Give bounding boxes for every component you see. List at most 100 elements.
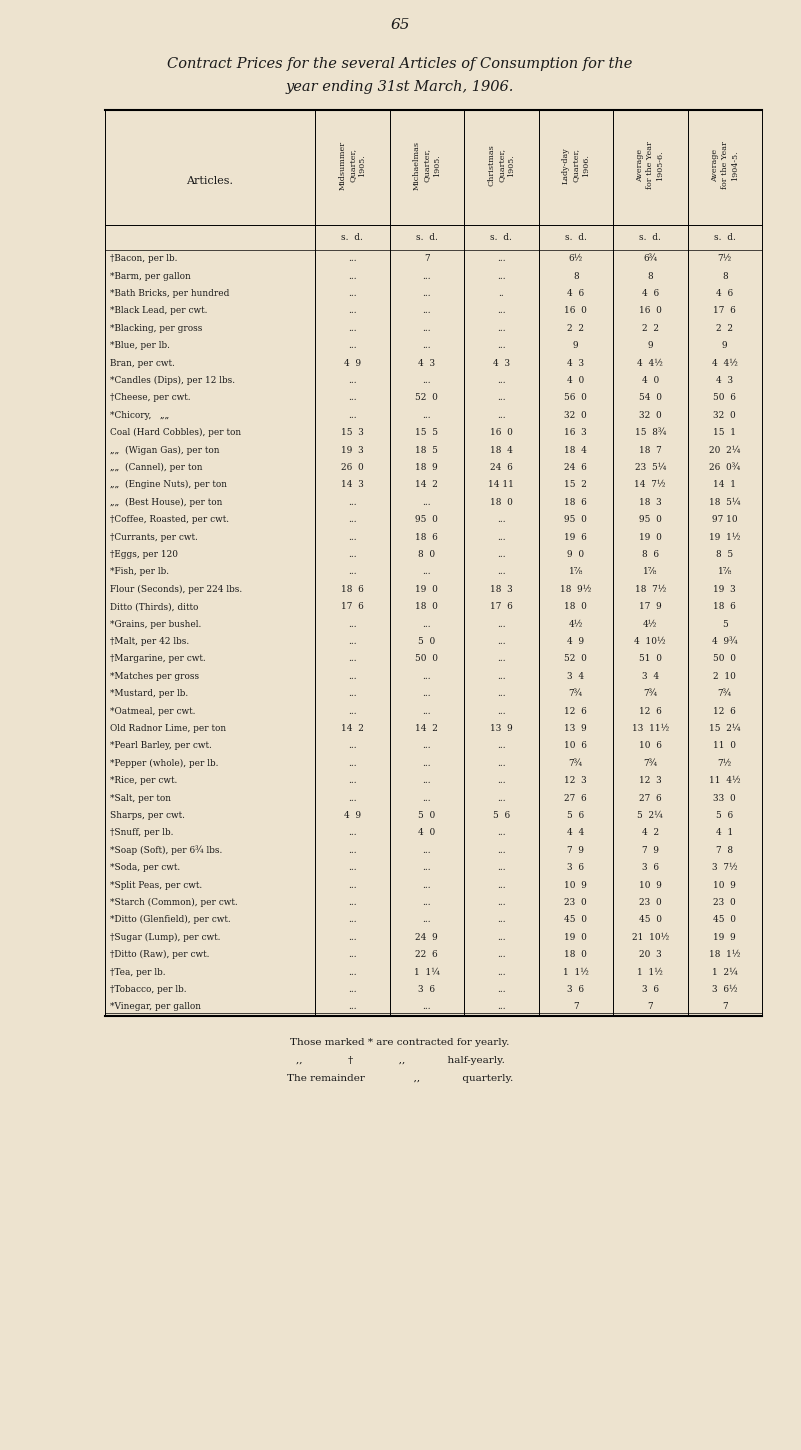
Text: ...: ... <box>348 497 356 507</box>
Text: ...: ... <box>348 671 356 682</box>
Text: 7  9: 7 9 <box>567 845 584 855</box>
Text: ...: ... <box>348 306 356 316</box>
Text: 15  2: 15 2 <box>565 480 587 490</box>
Text: 4  3: 4 3 <box>567 358 584 368</box>
Text: 1⅞: 1⅞ <box>718 567 732 577</box>
Text: ...: ... <box>422 880 431 890</box>
Text: 4  9¾: 4 9¾ <box>712 637 738 647</box>
Text: ...: ... <box>348 637 356 647</box>
Text: 6¾: 6¾ <box>643 254 658 264</box>
Text: 3  7½: 3 7½ <box>712 863 738 873</box>
Text: ...: ... <box>348 880 356 890</box>
Text: „„  (Wigan Gas), per ton: „„ (Wigan Gas), per ton <box>110 445 219 455</box>
Text: 13  9: 13 9 <box>565 724 587 734</box>
Text: 7: 7 <box>722 1002 727 1012</box>
Text: 19  1½: 19 1½ <box>709 532 740 542</box>
Text: 65: 65 <box>390 17 410 32</box>
Text: 2  10: 2 10 <box>714 671 736 682</box>
Text: 24  9: 24 9 <box>416 932 438 942</box>
Text: 9: 9 <box>722 341 727 351</box>
Text: ...: ... <box>348 619 356 629</box>
Text: ...: ... <box>497 1002 505 1012</box>
Text: ...: ... <box>497 950 505 960</box>
Text: 13  9: 13 9 <box>490 724 513 734</box>
Text: 7½: 7½ <box>718 758 732 768</box>
Text: 18  3: 18 3 <box>490 584 513 594</box>
Text: 9  0: 9 0 <box>567 550 584 560</box>
Text: 3  6: 3 6 <box>567 863 584 873</box>
Text: 19  9: 19 9 <box>714 932 736 942</box>
Text: 11  4½: 11 4½ <box>709 776 741 786</box>
Text: 1⅞: 1⅞ <box>569 567 583 577</box>
Text: 10  9: 10 9 <box>565 880 587 890</box>
Text: 14  2: 14 2 <box>340 724 364 734</box>
Text: *Barm, per gallon: *Barm, per gallon <box>110 271 191 281</box>
Text: Old Radnor Lime, per ton: Old Radnor Lime, per ton <box>110 724 226 734</box>
Text: ...: ... <box>422 323 431 334</box>
Text: ...: ... <box>422 497 431 507</box>
Text: 8  5: 8 5 <box>716 550 733 560</box>
Text: ...: ... <box>348 254 356 264</box>
Text: *Mustard, per lb.: *Mustard, per lb. <box>110 689 188 699</box>
Text: ...: ... <box>422 289 431 299</box>
Text: 45  0: 45 0 <box>713 915 736 925</box>
Text: 27  6: 27 6 <box>565 793 587 803</box>
Text: 26  0¾: 26 0¾ <box>709 463 740 473</box>
Text: Midsummer
Quarter,
1905.: Midsummer Quarter, 1905. <box>339 141 366 190</box>
Text: 4  1: 4 1 <box>716 828 734 838</box>
Text: Average
for the Year
1904-5.: Average for the Year 1904-5. <box>711 141 739 188</box>
Text: ...: ... <box>422 741 431 751</box>
Text: *Fish, per lb.: *Fish, per lb. <box>110 567 169 577</box>
Text: 7: 7 <box>573 1002 578 1012</box>
Text: 18  0: 18 0 <box>415 602 438 612</box>
Text: s.  d.: s. d. <box>490 233 512 242</box>
Text: ...: ... <box>348 289 356 299</box>
Text: 14  1: 14 1 <box>713 480 736 490</box>
Text: 1⅞: 1⅞ <box>643 567 658 577</box>
Text: 45  0: 45 0 <box>564 915 587 925</box>
Text: ...: ... <box>348 793 356 803</box>
Text: ...: ... <box>348 323 356 334</box>
Text: 23  5¼: 23 5¼ <box>634 463 666 473</box>
Text: ...: ... <box>422 306 431 316</box>
Text: ...: ... <box>497 793 505 803</box>
Text: †Currants, per cwt.: †Currants, per cwt. <box>110 532 198 542</box>
Text: 14  2: 14 2 <box>415 724 438 734</box>
Text: ...: ... <box>497 741 505 751</box>
Text: 33  0: 33 0 <box>714 793 736 803</box>
Text: 4  4: 4 4 <box>567 828 585 838</box>
Text: ...: ... <box>348 393 356 403</box>
Text: 14 11: 14 11 <box>489 480 514 490</box>
Text: ...: ... <box>348 915 356 925</box>
Text: *Chicory,   „„: *Chicory, „„ <box>110 410 169 420</box>
Text: 18  3: 18 3 <box>639 497 662 507</box>
Text: 3  6: 3 6 <box>418 985 435 995</box>
Text: 8: 8 <box>647 271 653 281</box>
Text: ...: ... <box>497 341 505 351</box>
Text: 4  6: 4 6 <box>567 289 584 299</box>
Text: ...: ... <box>422 776 431 786</box>
Text: *Black Lead, per cwt.: *Black Lead, per cwt. <box>110 306 207 316</box>
Text: 12  3: 12 3 <box>565 776 587 786</box>
Text: ...: ... <box>422 271 431 281</box>
Text: ...: ... <box>348 758 356 768</box>
Text: ...: ... <box>497 671 505 682</box>
Text: ...: ... <box>348 689 356 699</box>
Text: *Grains, per bushel.: *Grains, per bushel. <box>110 619 201 629</box>
Text: Average
for the Year
1905-6.: Average for the Year 1905-6. <box>637 141 664 188</box>
Text: ...: ... <box>422 845 431 855</box>
Text: ...: ... <box>497 898 505 908</box>
Text: 3  4: 3 4 <box>642 671 658 682</box>
Text: 7¾: 7¾ <box>569 758 583 768</box>
Text: 23  0: 23 0 <box>714 898 736 908</box>
Text: s.  d.: s. d. <box>639 233 661 242</box>
Text: 18  6: 18 6 <box>416 532 438 542</box>
Text: 17  9: 17 9 <box>639 602 662 612</box>
Text: 18  5¼: 18 5¼ <box>709 497 740 507</box>
Text: ...: ... <box>348 967 356 977</box>
Text: 7½: 7½ <box>718 254 732 264</box>
Text: 3  6½: 3 6½ <box>712 985 738 995</box>
Text: 7  8: 7 8 <box>716 845 733 855</box>
Text: ...: ... <box>422 898 431 908</box>
Text: s.  d.: s. d. <box>416 233 437 242</box>
